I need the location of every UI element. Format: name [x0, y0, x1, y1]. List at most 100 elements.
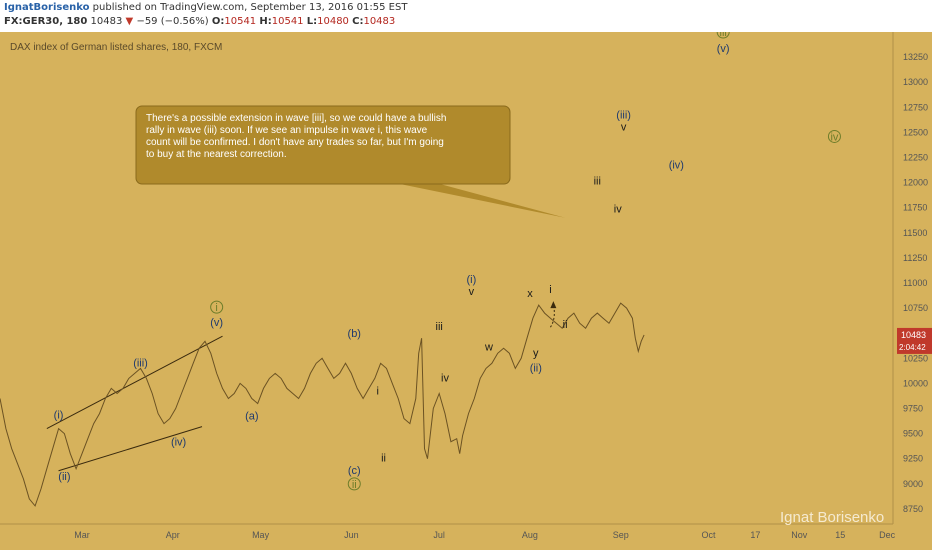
price-change: −59 (−0.56%)	[136, 16, 209, 27]
wave-label-circle	[827, 129, 841, 143]
wave-label: y	[533, 347, 539, 359]
arrowhead-icon	[550, 301, 557, 309]
price-tick-label: 13250	[903, 52, 928, 62]
price-tick-label: 9000	[903, 479, 923, 489]
callout-line: rally in wave (iii) soon. If we see an i…	[146, 125, 428, 136]
price-tick-label: 12750	[903, 102, 928, 112]
wave-label: (v)	[210, 317, 223, 329]
callout-box	[135, 105, 511, 185]
wave-label: i	[376, 385, 378, 397]
wave-label: iii	[720, 32, 727, 39]
wave-label: (iii)	[616, 109, 631, 121]
time-axis: Mar Apr May Jun Jul Aug Sep Oct 17 Nov 15 Dec	[0, 523, 896, 540]
wave-label: (v)	[717, 43, 730, 55]
last-price: 10483	[90, 16, 123, 27]
wave-label-circle	[347, 477, 361, 491]
symbol-info: FX:GER30, 180 10483 ▼ −59 (−0.56%) O:105…	[4, 16, 395, 27]
price-series-line	[0, 302, 645, 507]
author-link[interactable]: IgnatBorisenko	[4, 2, 90, 13]
wave-label: ii	[381, 453, 386, 465]
author-watermark: Ignat Borisenko	[780, 509, 884, 526]
low-label: L:	[306, 16, 318, 27]
price-tick-label: 9500	[903, 429, 923, 439]
chart-canvas[interactable]: DAX index of German listed shares, 180, …	[0, 32, 932, 550]
price-axis-background	[893, 32, 932, 550]
wave-label: iii	[436, 321, 443, 333]
time-tick-label: Oct	[702, 530, 717, 540]
lower-trendline	[58, 426, 203, 472]
price-tag-box	[897, 327, 932, 354]
wave-label: ii	[563, 319, 568, 331]
wave-label: (iii)	[133, 357, 148, 369]
high-label: H:	[259, 16, 272, 27]
wave-label: (ii)	[58, 471, 70, 483]
time-tick-label: Mar	[74, 530, 90, 540]
wave-label-circle	[210, 300, 224, 314]
time-tick-label: Jun	[344, 530, 359, 540]
wave-label: x	[527, 288, 533, 300]
high-value: 10541	[271, 16, 304, 27]
wave-label: (iv)	[669, 160, 684, 172]
price-tag-time: 2:04:42	[899, 343, 926, 352]
wave-label: v	[621, 121, 627, 133]
price-tick-label: 11500	[903, 228, 927, 238]
close-value: 10483	[363, 16, 396, 27]
wave-label-circle	[716, 32, 730, 39]
price-tick-label: 13000	[903, 77, 928, 87]
time-tick-label: 15	[835, 530, 845, 540]
price-tick-label: 11250	[903, 253, 927, 263]
time-tick-label: 17	[750, 530, 760, 540]
wave-label: (i)	[466, 274, 476, 286]
wave-label: i	[549, 284, 551, 296]
wave-label: ii	[352, 479, 357, 491]
analysis-callout: There's a possible extension in wave [ii…	[135, 105, 566, 218]
wave-label: v	[469, 286, 475, 298]
projection-arrow	[550, 301, 557, 328]
close-label: C:	[352, 16, 364, 27]
price-tick-label: 12500	[903, 127, 928, 137]
last-price-tag: 10483 2:04:42	[897, 327, 932, 354]
price-tag-value: 10483	[901, 330, 926, 340]
wave-label: (c)	[348, 465, 361, 477]
callout-line: count will be confirmed. I don't have an…	[146, 137, 444, 148]
time-tick-label: Apr	[166, 530, 180, 540]
wave-label: iii	[594, 176, 601, 188]
wave-label: iv	[441, 372, 449, 384]
wave-label: (b)	[348, 328, 361, 340]
open-value: 10541	[224, 16, 257, 27]
price-tick-label: 10250	[903, 353, 928, 363]
down-arrow-icon: ▼	[125, 16, 134, 27]
wave-label: (i)	[54, 410, 64, 422]
price-tick-label: 10750	[903, 303, 928, 313]
upper-trendline	[46, 335, 223, 430]
price-axis: 8750900092509500975010000102501050010750…	[892, 32, 932, 550]
wave-label: (iv)	[171, 437, 186, 449]
price-tick-label: 10000	[903, 378, 928, 388]
wave-labels: (i)(ii)(iii)(iv)i(v)(a)(b)(c)iiiiiiiiiv(…	[54, 32, 841, 491]
wave-label: (a)	[245, 411, 258, 423]
price-tick-label: 12250	[903, 153, 928, 163]
time-tick-label: Nov	[791, 530, 808, 540]
price-tick-label: 9750	[903, 404, 923, 414]
wave-label: (ii)	[530, 362, 542, 374]
wave-label: w	[484, 341, 493, 353]
price-tick-label: 8750	[903, 504, 923, 514]
price-tick-label: 11000	[903, 278, 927, 288]
wave-label: iv	[614, 204, 622, 216]
price-tick-label: 11750	[903, 203, 927, 213]
open-label: O:	[211, 16, 225, 27]
time-tick-label: Dec	[879, 530, 896, 540]
callout-line: There's a possible extension in wave [ii…	[146, 113, 446, 124]
published-text: published on TradingView.com, September …	[89, 2, 408, 13]
symbol-label: FX:GER30, 180	[4, 16, 88, 27]
callout-pointer	[400, 184, 566, 218]
time-tick-label: Aug	[522, 530, 538, 540]
price-tick-label: 12000	[903, 178, 928, 188]
publish-info: IgnatBorisenko published on TradingView.…	[4, 2, 407, 13]
chart-title: DAX index of German listed shares, 180, …	[10, 42, 222, 53]
low-value: 10480	[317, 16, 349, 27]
price-tick-label: 9250	[903, 454, 923, 464]
callout-line: to buy at the nearest correction.	[146, 149, 287, 160]
wave-label: i	[215, 302, 217, 314]
